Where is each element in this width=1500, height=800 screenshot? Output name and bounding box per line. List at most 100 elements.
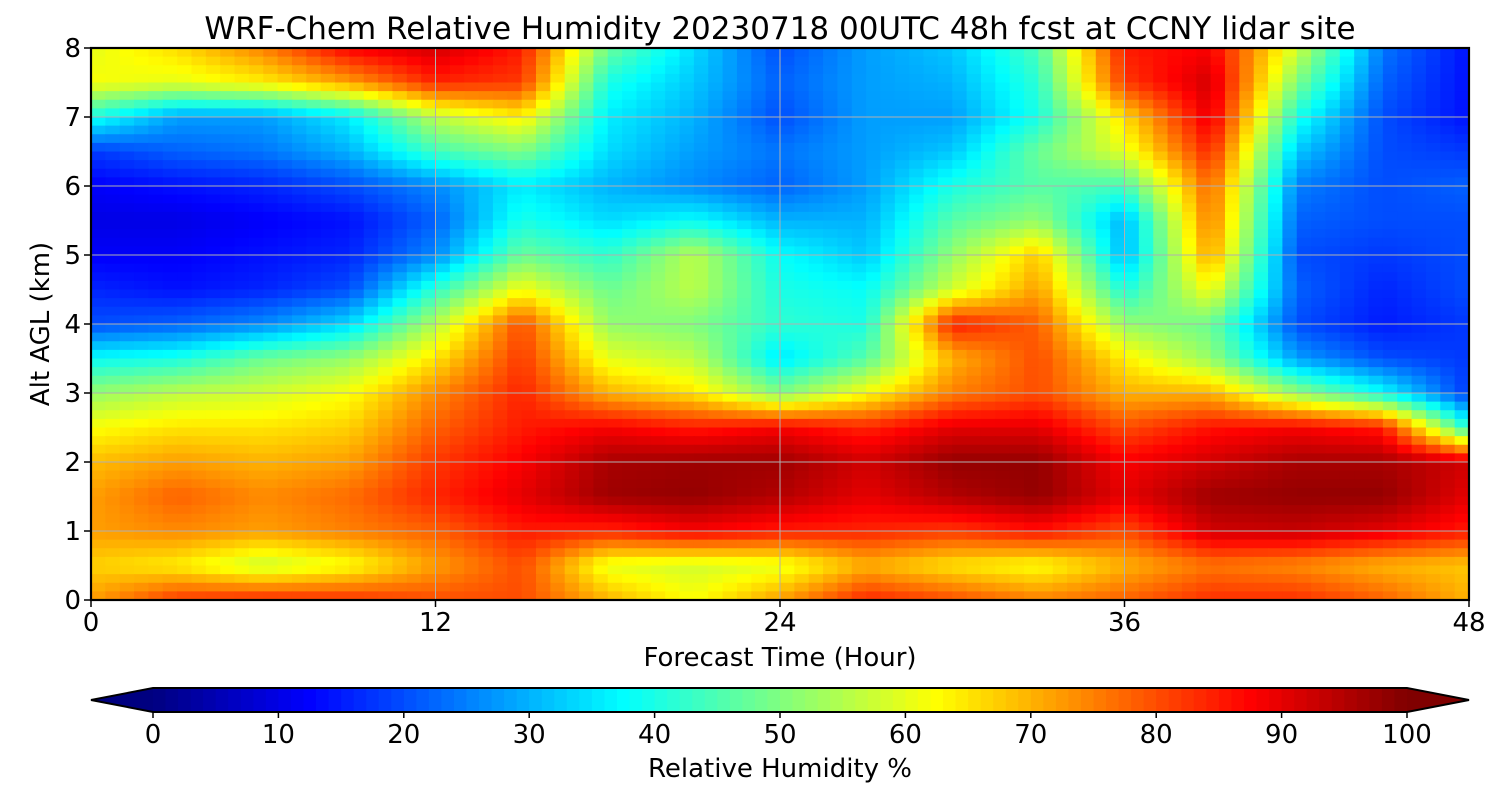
heatmap-cell bbox=[1253, 298, 1269, 308]
heatmap-cell bbox=[952, 263, 968, 273]
heatmap-cell bbox=[1124, 99, 1140, 109]
heatmap-cell bbox=[751, 263, 767, 273]
heatmap-cell bbox=[406, 462, 422, 472]
heatmap-cell bbox=[1354, 237, 1370, 247]
heatmap-cell bbox=[535, 125, 551, 135]
heatmap-cell bbox=[1296, 462, 1312, 472]
heatmap-cell bbox=[1454, 160, 1469, 170]
heatmap-cell bbox=[866, 332, 882, 342]
heatmap-cell bbox=[1296, 91, 1312, 101]
heatmap-cell bbox=[1296, 151, 1312, 161]
heatmap-cell bbox=[1325, 341, 1341, 351]
heatmap-cell bbox=[1253, 272, 1269, 282]
heatmap-cell bbox=[1239, 186, 1255, 196]
heatmap-cell bbox=[636, 479, 652, 489]
heatmap-cell bbox=[1038, 367, 1054, 377]
heatmap-cell bbox=[1153, 436, 1169, 446]
heatmap-cell bbox=[780, 298, 795, 308]
heatmap-cell bbox=[722, 194, 738, 204]
heatmap-cell bbox=[535, 436, 551, 446]
heatmap-cell bbox=[1239, 410, 1255, 420]
heatmap-cell bbox=[1253, 444, 1269, 454]
heatmap-cell bbox=[220, 367, 236, 377]
heatmap-cell bbox=[607, 211, 623, 222]
heatmap-cell bbox=[693, 117, 709, 127]
heatmap-cell bbox=[851, 203, 867, 213]
heatmap-cell bbox=[1153, 73, 1169, 84]
heatmap-cell bbox=[320, 358, 336, 368]
heatmap-cell bbox=[162, 444, 178, 454]
heatmap-cell bbox=[392, 280, 408, 291]
heatmap-cell bbox=[980, 177, 996, 187]
heatmap-cell bbox=[708, 56, 724, 66]
heatmap-cell bbox=[1311, 229, 1327, 239]
heatmap-cell bbox=[765, 410, 781, 420]
heatmap-cell bbox=[277, 332, 293, 342]
heatmap-cell bbox=[119, 73, 135, 84]
heatmap-cell bbox=[478, 194, 494, 204]
heatmap-cell bbox=[636, 462, 652, 472]
heatmap-cell bbox=[363, 487, 379, 498]
heatmap-cell bbox=[349, 73, 365, 84]
heatmap-cell bbox=[162, 349, 178, 360]
heatmap-cell bbox=[579, 134, 594, 144]
heatmap-cell bbox=[1024, 125, 1039, 135]
heatmap-cell bbox=[607, 160, 623, 170]
heatmap-cell bbox=[1038, 220, 1054, 230]
heatmap-cell bbox=[335, 134, 350, 144]
heatmap-cell bbox=[1440, 48, 1456, 58]
heatmap-cell bbox=[335, 194, 350, 204]
heatmap-cell bbox=[1067, 99, 1083, 109]
heatmap-cell bbox=[449, 91, 465, 101]
heatmap-cell bbox=[1181, 280, 1197, 291]
heatmap-cell bbox=[1224, 108, 1240, 118]
heatmap-cell bbox=[363, 453, 379, 463]
heatmap-cell bbox=[1224, 186, 1240, 196]
heatmap-cell bbox=[937, 436, 953, 446]
heatmap-cell bbox=[1354, 117, 1370, 127]
heatmap-cell bbox=[1339, 401, 1355, 411]
heatmap-cell bbox=[1268, 375, 1283, 385]
heatmap-cell bbox=[421, 341, 437, 351]
heatmap-cell bbox=[1196, 151, 1212, 161]
heatmap-cell bbox=[1224, 427, 1240, 437]
heatmap-cell bbox=[1440, 125, 1456, 135]
heatmap-cell bbox=[478, 73, 494, 84]
heatmap-cell bbox=[1354, 229, 1370, 239]
heatmap-cell bbox=[579, 263, 594, 273]
heatmap-cell bbox=[335, 375, 350, 385]
heatmap-cell bbox=[263, 220, 279, 230]
heatmap-cell bbox=[1052, 229, 1068, 239]
heatmap-cell bbox=[1167, 142, 1183, 153]
heatmap-cell bbox=[851, 349, 867, 360]
heatmap-cell bbox=[923, 246, 939, 256]
heatmap-cell bbox=[1339, 375, 1355, 385]
heatmap-cell bbox=[119, 341, 135, 351]
heatmap-cell bbox=[134, 125, 150, 135]
heatmap-cell bbox=[665, 194, 681, 204]
heatmap-cell bbox=[909, 186, 925, 196]
heatmap-cell bbox=[837, 410, 853, 420]
heatmap-cell bbox=[507, 91, 523, 101]
heatmap-cell bbox=[492, 418, 508, 429]
heatmap-cell bbox=[1268, 462, 1283, 472]
heatmap-cell bbox=[119, 48, 135, 58]
heatmap-cell bbox=[995, 453, 1011, 463]
heatmap-cell bbox=[1354, 246, 1370, 256]
heatmap-cell bbox=[464, 151, 480, 161]
heatmap-cell bbox=[1110, 427, 1126, 437]
heatmap-cell bbox=[894, 401, 910, 411]
heatmap-cell bbox=[464, 358, 480, 368]
heatmap-cell bbox=[119, 108, 135, 118]
heatmap-cell bbox=[579, 401, 594, 411]
heatmap-cell bbox=[1009, 82, 1025, 92]
plot-area bbox=[91, 48, 1469, 600]
heatmap-cell bbox=[1067, 427, 1083, 437]
heatmap-cell bbox=[1067, 65, 1083, 75]
heatmap-cell bbox=[191, 367, 207, 377]
heatmap-cell bbox=[607, 272, 623, 282]
heatmap-cell bbox=[679, 142, 695, 153]
heatmap-cell bbox=[1052, 263, 1068, 273]
heatmap-cell bbox=[1368, 48, 1384, 58]
heatmap-cell bbox=[966, 349, 982, 360]
